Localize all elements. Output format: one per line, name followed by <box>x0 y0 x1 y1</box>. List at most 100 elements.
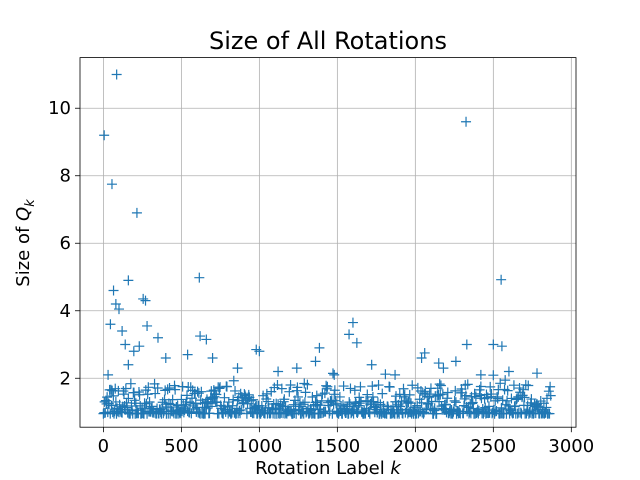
data-point <box>108 285 119 296</box>
data-point-baseline <box>135 400 146 411</box>
data-point-baseline <box>502 385 513 396</box>
data-point-baseline <box>300 387 311 398</box>
data-point <box>433 358 444 369</box>
data-point-baseline <box>544 408 555 419</box>
data-point <box>160 353 171 364</box>
data-point <box>232 363 243 374</box>
data-point <box>120 339 131 350</box>
data-point <box>503 366 514 377</box>
data-point-baseline <box>541 402 552 413</box>
data-point-baseline <box>467 398 478 409</box>
data-point-baseline <box>502 395 513 406</box>
data-point-baseline <box>317 389 328 400</box>
data-point-baseline <box>263 396 274 407</box>
data-point-baseline <box>329 385 340 396</box>
data-point <box>134 341 145 352</box>
data-point-baseline <box>508 380 519 391</box>
data-point-baseline <box>143 382 154 393</box>
data-point-baseline <box>130 398 141 409</box>
data-point-baseline <box>460 380 471 391</box>
data-point <box>138 293 149 304</box>
data-point-baseline <box>104 398 115 409</box>
data-point-baseline <box>211 389 222 400</box>
data-point-baseline <box>517 390 528 401</box>
data-points <box>98 69 556 419</box>
data-point-baseline <box>165 399 176 410</box>
data-point-baseline <box>246 395 257 406</box>
data-point-baseline <box>167 394 178 405</box>
data-point-baseline <box>460 390 471 401</box>
data-point <box>461 339 472 350</box>
data-point-baseline <box>543 386 554 397</box>
data-point-baseline <box>380 369 391 380</box>
data-point-baseline <box>532 402 543 413</box>
data-point-baseline <box>398 383 409 394</box>
x-axis-label-text: Rotation Label <box>255 458 390 479</box>
data-point-baseline <box>279 394 290 405</box>
data-point <box>496 341 507 352</box>
data-point-baseline <box>367 391 378 402</box>
data-point <box>128 346 139 357</box>
data-point-baseline <box>450 397 461 408</box>
x-tick-label: 500 <box>164 436 198 457</box>
data-point-baseline <box>299 397 310 408</box>
data-point-baseline <box>545 381 556 392</box>
data-point-baseline <box>437 389 448 400</box>
data-point-baseline <box>288 399 299 410</box>
data-point-baseline <box>273 399 284 410</box>
data-point-baseline <box>404 389 415 400</box>
data-point <box>351 337 362 348</box>
x-tick-label: 2500 <box>470 436 516 457</box>
data-point-baseline <box>434 379 445 390</box>
data-point-baseline <box>248 394 259 405</box>
data-point-baseline <box>278 396 289 407</box>
data-point-baseline <box>334 391 345 402</box>
data-point-baseline <box>144 396 155 407</box>
data-point-baseline <box>108 390 119 401</box>
data-point-baseline <box>284 386 295 397</box>
data-point-baseline <box>511 394 522 405</box>
data-point-baseline <box>424 389 435 400</box>
data-point-baseline <box>302 379 313 390</box>
data-point <box>254 346 265 357</box>
data-point-baseline <box>311 390 322 401</box>
data-point-baseline <box>221 381 232 392</box>
y-tick-label: 6 <box>60 233 71 254</box>
data-point-baseline <box>510 400 521 411</box>
x-tick-label: 1000 <box>236 436 282 457</box>
y-axis-label-variable: Q <box>13 207 34 221</box>
data-point-baseline <box>105 384 116 395</box>
data-point-baseline <box>307 392 318 403</box>
data-point-baseline <box>122 407 133 418</box>
data-point <box>194 272 205 283</box>
data-point-baseline <box>512 393 523 404</box>
x-tick-label: 1500 <box>314 436 360 457</box>
data-point-baseline <box>125 378 136 389</box>
data-point <box>142 320 153 331</box>
data-point-baseline <box>328 399 339 410</box>
x-axis-label: Rotation Label k <box>255 458 402 479</box>
data-point-baseline <box>492 392 503 403</box>
data-point-baseline <box>236 404 247 415</box>
data-point-baseline <box>224 406 235 417</box>
data-point-baseline <box>120 383 131 394</box>
data-point-baseline <box>234 405 245 416</box>
data-point-baseline <box>526 394 537 405</box>
data-point-baseline <box>449 395 460 406</box>
data-point-baseline <box>276 383 287 394</box>
data-point-baseline <box>214 383 225 394</box>
data-point-baseline <box>515 407 526 418</box>
data-point <box>390 369 401 380</box>
data-point-baseline <box>400 395 411 406</box>
data-point-baseline <box>450 385 461 396</box>
y-tick-label: 8 <box>60 166 71 187</box>
data-point-baseline <box>435 380 446 391</box>
data-point <box>123 359 134 370</box>
data-point <box>488 339 499 350</box>
data-point-baseline <box>368 396 379 407</box>
data-point-baseline <box>373 380 384 391</box>
data-point-baseline <box>322 381 333 392</box>
data-point <box>344 329 355 340</box>
data-point-baseline <box>331 398 342 409</box>
